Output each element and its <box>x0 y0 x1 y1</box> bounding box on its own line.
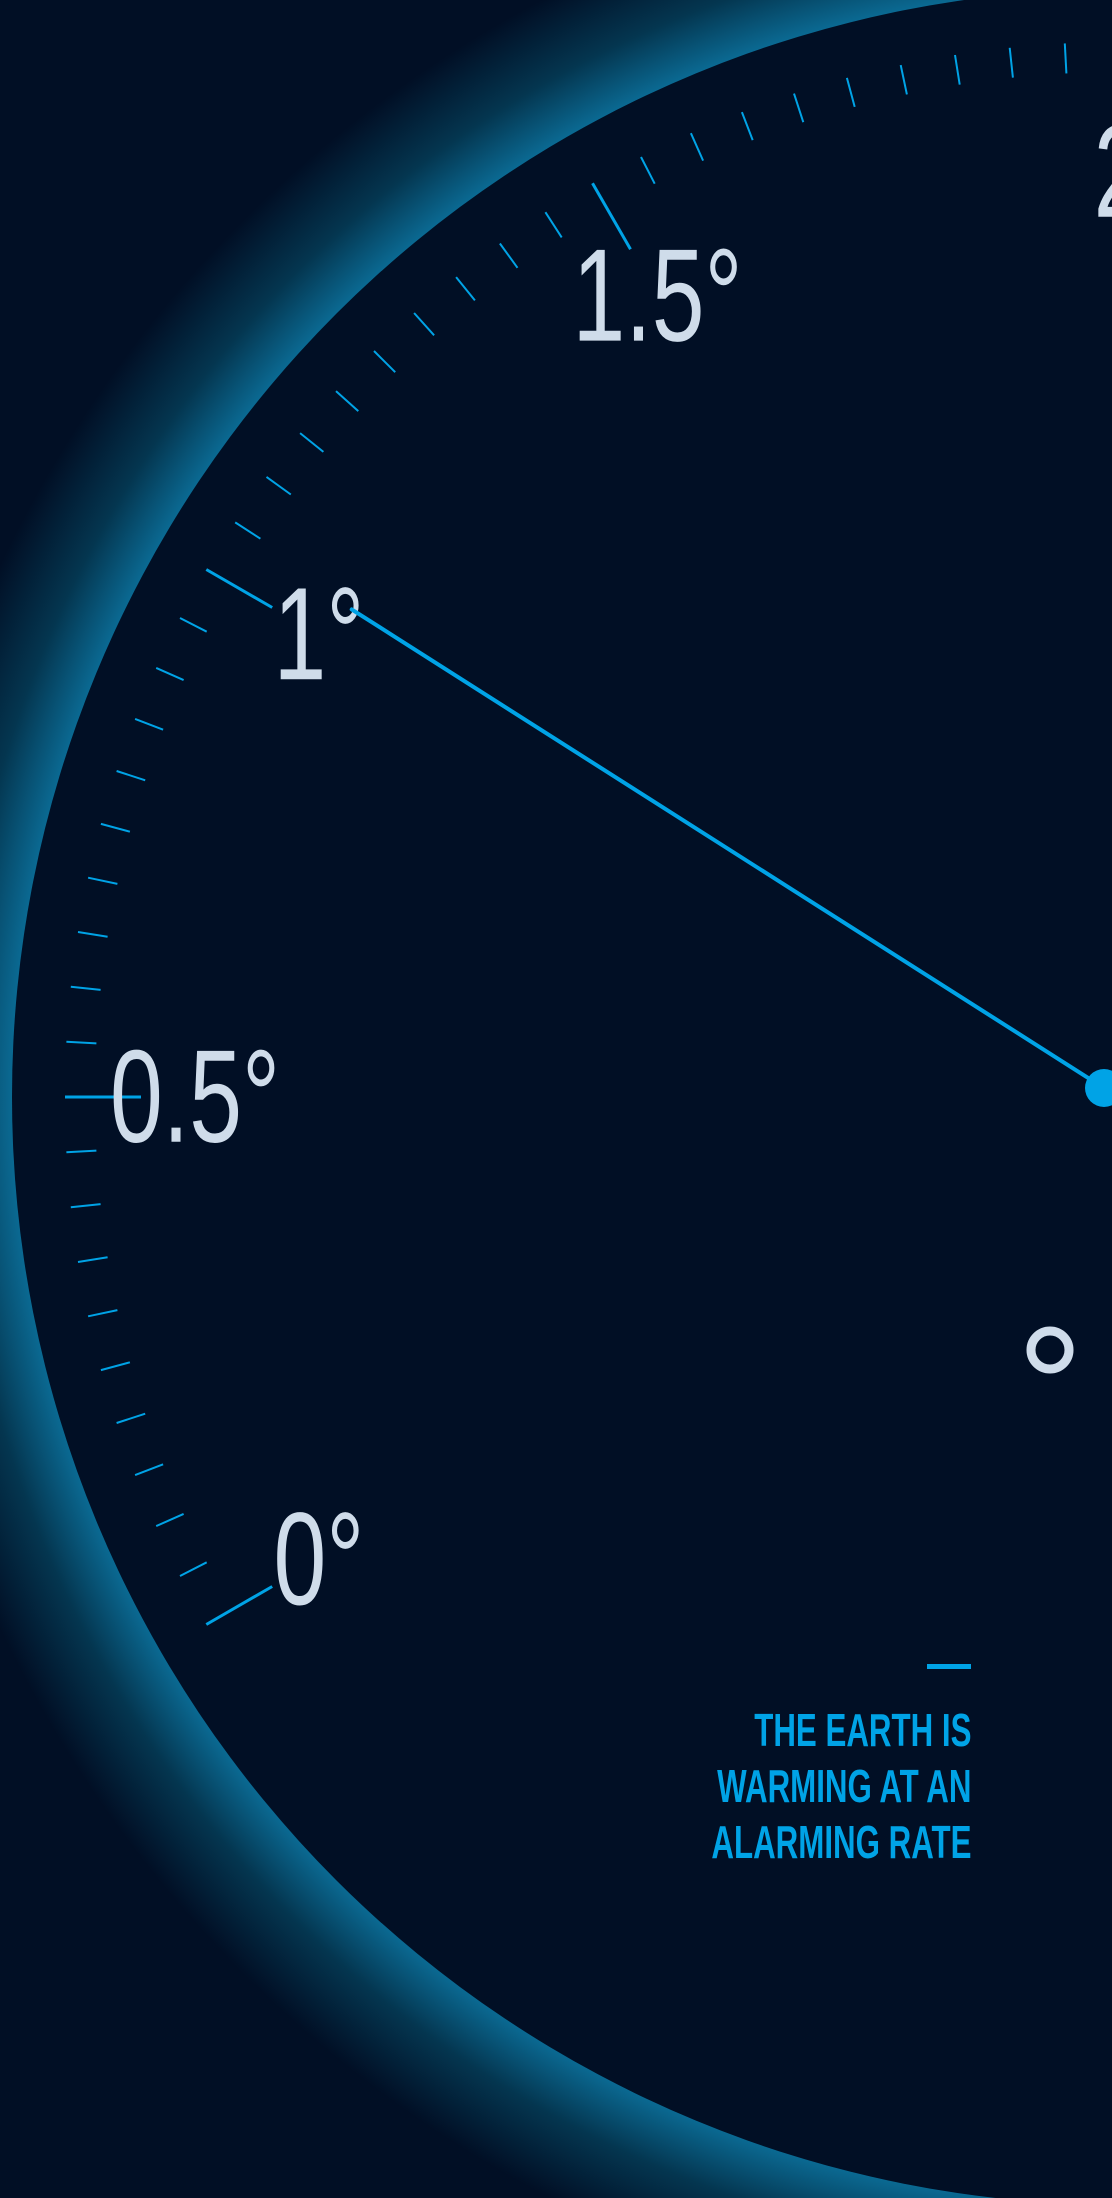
minor-tick <box>373 350 396 373</box>
scale-labels: 0° 0.5° 1° 1.5° 2 <box>110 99 1112 1633</box>
minor-tick <box>87 876 118 885</box>
scale-label: 0° <box>273 1486 364 1633</box>
minor-tick <box>77 1256 108 1263</box>
minor-tick <box>499 242 519 269</box>
minor-tick <box>179 617 208 633</box>
minor-tick <box>640 156 656 185</box>
minor-tick <box>155 666 185 682</box>
gauge-needle <box>349 607 1106 1090</box>
minor-tick <box>100 1361 131 1372</box>
minor-tick <box>66 1149 97 1154</box>
scale-label: 1.5° <box>572 222 742 369</box>
tick-marks <box>65 43 1068 1626</box>
minor-tick <box>299 432 325 453</box>
minor-tick <box>1008 47 1014 78</box>
headline-line-2: WARMING AT AN <box>716 1760 971 1812</box>
minor-tick <box>954 54 961 85</box>
headline-text: THE EARTH IS WARMING AT AN ALARMING RATE <box>711 1702 971 1870</box>
minor-tick <box>179 1561 208 1577</box>
minor-tick <box>1063 43 1068 74</box>
minor-tick <box>70 1203 101 1209</box>
major-tick <box>591 182 632 250</box>
minor-tick <box>134 717 164 731</box>
minor-tick <box>234 521 261 540</box>
minor-tick <box>689 132 705 162</box>
pivot-dot-icon <box>1085 1069 1112 1107</box>
headline-line-3: ALARMING RATE <box>710 1816 971 1868</box>
major-tick <box>205 568 273 609</box>
minor-tick <box>100 822 131 833</box>
minor-tick <box>116 1412 146 1424</box>
minor-tick <box>134 1463 164 1477</box>
scale-label: 1° <box>273 561 364 708</box>
major-tick <box>205 1585 273 1626</box>
minor-tick <box>413 312 435 336</box>
minor-tick <box>77 931 108 938</box>
minor-tick <box>335 390 359 412</box>
scale-label: 2 <box>1094 99 1112 246</box>
minor-tick <box>116 770 146 782</box>
headline-rule <box>927 1664 971 1669</box>
minor-tick <box>740 111 754 141</box>
dial-face <box>12 0 1112 2198</box>
minor-tick <box>845 77 856 108</box>
headline-line-1: THE EARTH IS <box>753 1704 971 1756</box>
minor-tick <box>66 1040 97 1045</box>
scale-label: 0.5° <box>110 1024 280 1171</box>
minor-tick <box>87 1309 118 1318</box>
minor-tick <box>265 476 292 496</box>
minor-tick <box>793 93 805 123</box>
minor-tick <box>70 985 101 991</box>
minor-tick <box>155 1512 185 1528</box>
degree-ring-icon <box>1026 1326 1074 1374</box>
minor-tick <box>899 64 908 95</box>
minor-tick <box>544 211 563 238</box>
minor-tick <box>455 276 476 302</box>
